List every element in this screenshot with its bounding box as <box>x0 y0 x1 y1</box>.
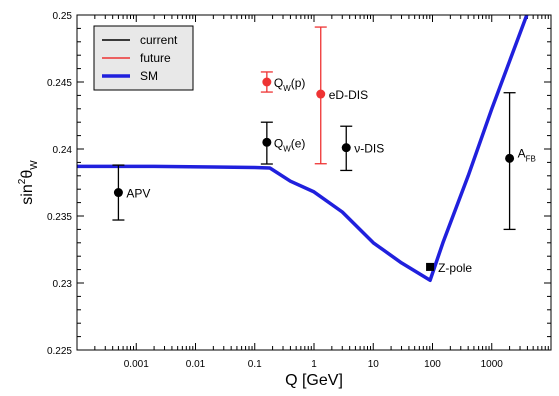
x-tick-label: 100 <box>424 359 441 370</box>
x-tick-label: 1000 <box>481 359 504 370</box>
y-tick-label: 0.225 <box>47 346 72 357</box>
y-tick-label: 0.23 <box>53 279 73 290</box>
points-layer: APV QW(e) ν-DIS Z-pole AFB QW(p) eD-DIS <box>112 26 536 275</box>
y-tick-label: 0.24 <box>53 145 73 156</box>
point-marker <box>505 153 515 163</box>
plot-frame <box>76 14 552 351</box>
x-tick-label: 10 <box>368 359 380 370</box>
legend-label-future: future <box>140 51 171 65</box>
y-tick-label: 0.25 <box>53 11 73 22</box>
legend: current future SM <box>93 25 194 91</box>
sm-curve <box>77 15 529 283</box>
data-point-apv: APV <box>112 164 150 221</box>
data-point-eddis: eD-DIS <box>314 26 368 165</box>
sm-curve-layer <box>77 15 529 283</box>
x-tick-label: 0.1 <box>248 359 262 370</box>
point-label: AFB <box>518 146 536 163</box>
ticks-layer: 0.001 0.01 0.1 1 10 100 1000 0.225 0.23 0.235 0.24… <box>47 11 551 370</box>
point-marker <box>341 143 351 153</box>
point-label: eD-DIS <box>329 88 368 102</box>
point-marker <box>262 77 272 87</box>
data-point-nudis: ν-DIS <box>340 125 384 172</box>
x-axis-label: Q [GeV] <box>285 372 343 389</box>
x-tick-label: 1 <box>311 359 317 370</box>
y-axis-label-base: sin <box>19 184 36 204</box>
point-marker <box>113 188 123 198</box>
data-point-zpole: Z-pole <box>426 261 472 275</box>
y-axis-label: sin2θW <box>17 160 40 205</box>
point-marker <box>426 262 435 271</box>
data-point-qwe: QW(e) <box>260 121 306 165</box>
data-point-qwp: QW(p) <box>260 71 306 93</box>
axis-labels: Q [GeV] sin2θW <box>17 160 343 389</box>
y-tick-label: 0.245 <box>47 78 72 89</box>
point-marker <box>262 137 272 147</box>
y-tick-label: 0.235 <box>47 212 72 223</box>
point-label: QW(e) <box>274 136 306 153</box>
data-point-afb: AFB <box>503 92 536 231</box>
y-axis-label-sub: W <box>29 160 40 170</box>
x-tick-label: 0.01 <box>186 359 206 370</box>
point-label: APV <box>126 187 150 201</box>
legend-label-sm: SM <box>140 69 158 83</box>
y-axis-label-sup: 2 <box>17 178 28 184</box>
point-label: Z-pole <box>438 261 472 275</box>
y-axis-label-mid: θ <box>19 170 36 179</box>
point-label: QW(p) <box>274 76 306 93</box>
point-label: ν-DIS <box>354 142 384 156</box>
legend-label-current: current <box>140 33 178 47</box>
point-marker <box>316 89 326 99</box>
x-tick-label: 0.001 <box>124 359 149 370</box>
